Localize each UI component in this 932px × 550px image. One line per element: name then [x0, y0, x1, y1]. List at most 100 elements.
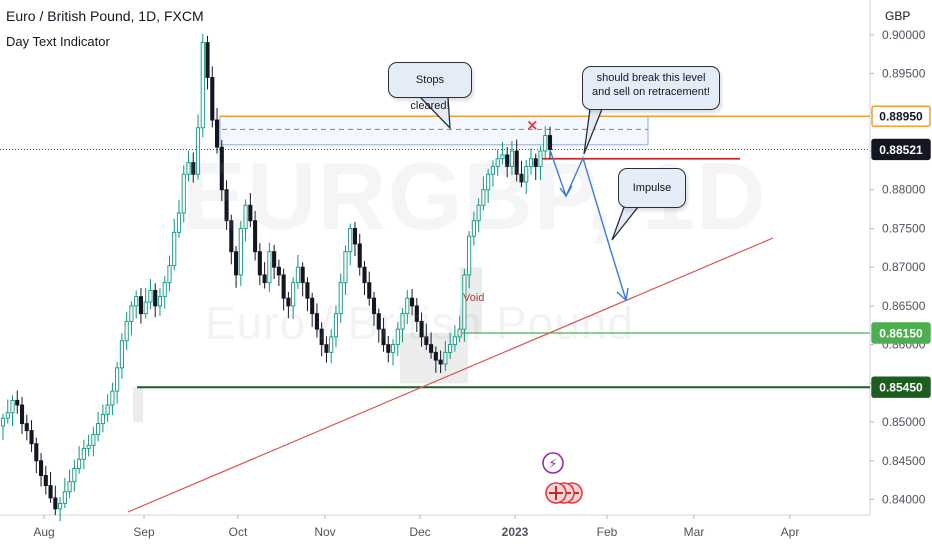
y-tick-label-7: 0.86500 — [882, 299, 926, 313]
candle-body-47 — [224, 189, 229, 222]
candle-body-48 — [229, 220, 234, 253]
candle-body-14 — [67, 481, 72, 493]
candle-body-60 — [286, 297, 291, 307]
note-break-level[interactable]: should break this level and sell on retr… — [582, 66, 720, 110]
projection-path — [549, 149, 627, 301]
candle-body-63 — [300, 266, 305, 284]
candles — [0, 33, 553, 522]
candle-body-43 — [205, 42, 210, 78]
candle-body-66 — [314, 313, 319, 330]
candle-body-3 — [15, 399, 20, 406]
candle-body-102 — [486, 173, 491, 191]
price-label-box-0 — [871, 105, 931, 127]
candle-body-30 — [143, 301, 148, 315]
arrow-head-2 — [616, 287, 629, 302]
note-impulse[interactable]: Impulse — [618, 168, 686, 208]
note-break-line-1: should break this level — [596, 72, 706, 84]
y-tick-label-12: 0.84000 — [882, 493, 926, 507]
candle-body-49 — [234, 251, 239, 276]
candle-body-81 — [386, 344, 391, 353]
candle-body-46 — [219, 146, 224, 191]
candle-body-98 — [467, 235, 472, 276]
support-zone-left — [133, 387, 143, 423]
candle-body-90 — [429, 344, 434, 353]
candle-body-57 — [272, 251, 277, 268]
candle-body-78 — [371, 297, 377, 315]
candle-body-51 — [243, 204, 248, 229]
x-tick-label-8: Apr — [781, 525, 800, 539]
candle-body-36 — [172, 231, 177, 267]
candle-body-114 — [543, 135, 548, 152]
candle-body-93 — [443, 351, 448, 365]
candle-body-100 — [476, 204, 481, 222]
arrow-head-1 — [559, 185, 573, 198]
note-stops-cleared[interactable]: Stops cleared! — [388, 62, 472, 112]
candle-body-73 — [348, 228, 353, 253]
candle-body-12 — [58, 502, 63, 510]
candle-body-113 — [538, 150, 543, 167]
candle-body-21 — [100, 413, 105, 425]
x-tick-label-1: Sep — [133, 525, 155, 539]
y-tick-label-1: 0.89500 — [882, 67, 926, 81]
candle-body-85 — [405, 297, 410, 315]
candle-body-97 — [462, 274, 467, 330]
candle-body-115 — [547, 135, 553, 150]
watermark-name: Euro / British Pound — [205, 297, 635, 349]
candle-body-15 — [72, 468, 77, 483]
candle-body-7 — [34, 443, 39, 462]
candle-body-53 — [253, 220, 258, 253]
indicator-name[interactable]: Day Text Indicator — [6, 34, 110, 49]
candle-body-77 — [367, 282, 372, 299]
candle-body-108 — [514, 150, 519, 175]
candle-body-41 — [195, 127, 201, 175]
candle-body-83 — [395, 328, 400, 346]
note-break-line-2: and sell on retracement! — [591, 86, 710, 98]
candle-body-87 — [414, 305, 419, 322]
candle-body-61 — [291, 282, 296, 307]
void-label: Void — [463, 292, 485, 304]
candle-body-72 — [343, 251, 348, 284]
price-label-text-1: 0.88521 — [879, 143, 923, 157]
candle-body-59 — [281, 274, 286, 299]
price-label-box-2 — [871, 322, 931, 344]
candle-body-104 — [495, 158, 500, 167]
x-tick-label-3: Nov — [314, 525, 335, 539]
candle-body-37 — [176, 212, 182, 233]
candle-body-35 — [167, 265, 172, 284]
red-x-marker: × — [526, 116, 539, 134]
trendline — [127, 237, 774, 513]
candle-body-112 — [533, 158, 538, 167]
candle-body-88 — [419, 320, 424, 338]
candle-body-24 — [115, 367, 120, 392]
candle-body-76 — [362, 266, 367, 284]
candle-body-79 — [376, 313, 381, 330]
candle-body-44 — [210, 76, 215, 121]
candle-body-65 — [310, 297, 315, 315]
y-tick-label-6: 0.87000 — [882, 260, 926, 274]
candle-body-10 — [48, 485, 53, 499]
candle-body-70 — [333, 313, 339, 338]
y-tick-label-0: 0.90000 — [882, 28, 926, 42]
price-label-box-1 — [871, 138, 931, 161]
price-label-box-3 — [871, 376, 931, 398]
resistance-zone — [219, 115, 649, 146]
candle-body-22 — [105, 404, 110, 415]
candle-body-96 — [457, 328, 462, 338]
candle-body-84 — [400, 313, 405, 330]
candle-body-26 — [124, 320, 129, 342]
lightning-glyph: ⚡ — [548, 457, 557, 472]
candle-body-28 — [134, 296, 139, 307]
candle-body-17 — [81, 447, 86, 460]
candle-body-31 — [148, 289, 153, 303]
x-tick-label-0: Aug — [33, 525, 54, 539]
chart-title[interactable]: Euro / British Pound, 1D, FXCM — [6, 8, 204, 24]
y-tick-label-11: 0.84500 — [882, 454, 926, 468]
price-label-text-3: 0.85450 — [879, 381, 923, 395]
y-tick-label-4: 0.88000 — [882, 183, 926, 197]
candle-body-109 — [519, 173, 524, 183]
candle-body-29 — [138, 296, 143, 315]
x-tick-label-5: 2023 — [502, 525, 529, 539]
candle-body-39 — [186, 162, 191, 175]
note-stops-text: Stops cleared! — [410, 74, 450, 112]
